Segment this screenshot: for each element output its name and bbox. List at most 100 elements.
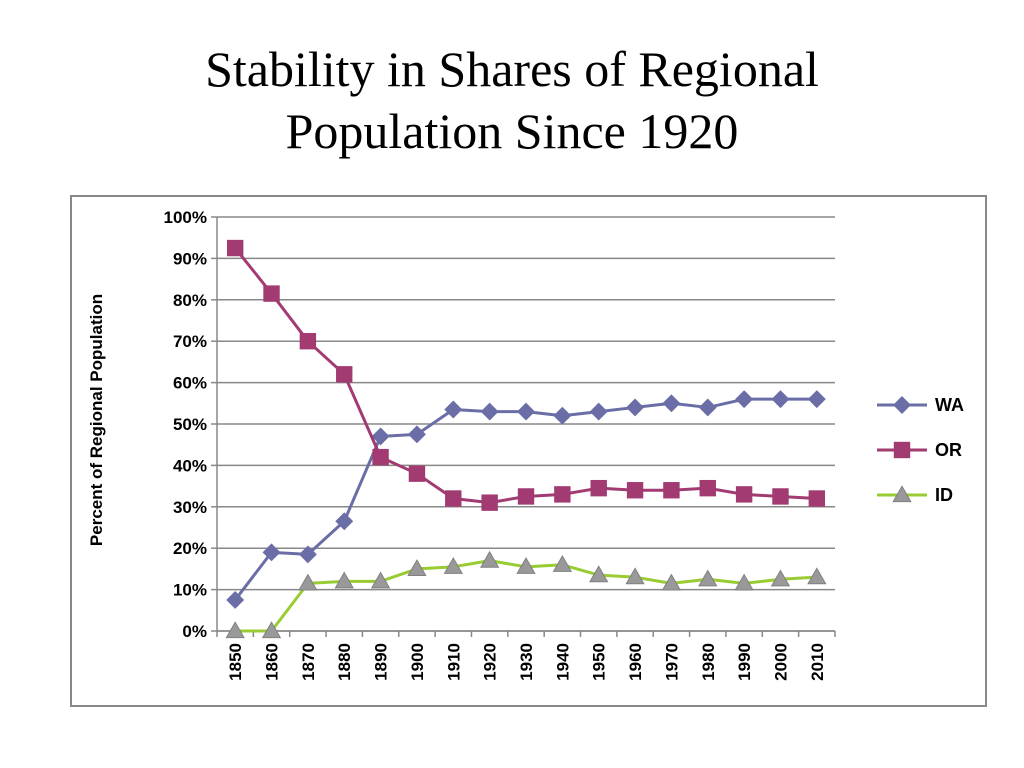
y-tick-label: 40%: [173, 456, 207, 475]
data-point-id: [770, 569, 791, 587]
x-tick-label: 1940: [553, 643, 572, 681]
legend-item-wa: WA: [877, 395, 964, 415]
data-point-or: [336, 366, 353, 383]
series-wa: [226, 390, 826, 609]
data-point-id: [807, 567, 827, 585]
data-point-wa: [771, 390, 790, 409]
data-point-wa: [371, 427, 390, 446]
data-point-id: [370, 571, 391, 589]
y-tick-label: 90%: [173, 249, 207, 268]
legend-label-id: ID: [935, 485, 953, 505]
data-point-wa: [807, 390, 826, 409]
data-point-or: [808, 490, 826, 507]
slide-title-line-1: Stability in Shares of Regional: [205, 41, 819, 97]
data-point-or: [445, 490, 462, 507]
data-point-wa: [626, 398, 645, 417]
data-point-wa: [262, 543, 281, 562]
series-line-or: [234, 247, 817, 505]
data-point-id: [516, 557, 536, 574]
y-tick-label: 10%: [173, 581, 207, 600]
x-tick-label: 1930: [517, 643, 536, 681]
data-point-id: [298, 573, 318, 591]
data-point-id: [443, 557, 463, 574]
slide-title-line-2: Population Since 1920: [285, 103, 739, 159]
legend-label-wa: WA: [935, 395, 964, 415]
x-tick-label: 1900: [408, 643, 427, 681]
y-tick-label: 20%: [173, 539, 207, 558]
data-point-wa: [444, 400, 463, 419]
legend-item-id: ID: [877, 485, 953, 505]
y-tick-label: 0%: [182, 622, 207, 641]
y-tick-label: 80%: [173, 291, 207, 310]
legend-item-or: OR: [877, 440, 962, 460]
data-point-or: [263, 285, 280, 302]
data-point-id: [625, 567, 645, 585]
data-point-id: [225, 621, 245, 639]
data-point-id: [334, 571, 354, 589]
x-tick-label: 1960: [626, 643, 645, 681]
x-tick-label: 1880: [335, 643, 354, 681]
y-tick-label: 30%: [173, 498, 207, 517]
x-tick-label: 1920: [481, 643, 500, 681]
y-tick-label: 70%: [173, 332, 207, 351]
legend-marker-id: [892, 485, 912, 503]
slide-title: Stability in Shares of Regional Populati…: [0, 38, 1024, 162]
x-tick-label: 1870: [299, 643, 318, 681]
data-point-wa: [698, 398, 717, 417]
gridlines: [217, 216, 835, 632]
data-point-wa: [662, 394, 681, 413]
y-tick-label: 100%: [164, 208, 207, 227]
x-tick-label: 1950: [590, 643, 609, 681]
x-tick-label: 1850: [226, 643, 245, 681]
data-point-wa: [298, 545, 317, 564]
data-point-id: [589, 565, 609, 583]
y-tick-label: 50%: [173, 415, 207, 434]
data-point-or: [699, 479, 716, 497]
series-id: [225, 550, 827, 639]
legend-marker-wa: [893, 396, 911, 414]
data-point-id: [698, 569, 718, 587]
data-point-id: [734, 573, 754, 591]
x-tick-label: 2010: [808, 643, 827, 681]
y-axis-label: Percent of Regional Population: [87, 294, 106, 546]
data-point-wa: [553, 406, 572, 425]
data-point-or: [735, 486, 753, 503]
data-point-or: [481, 494, 498, 511]
data-point-or: [299, 333, 317, 350]
data-point-id: [407, 559, 427, 576]
data-point-wa: [735, 390, 754, 409]
data-point-or: [626, 482, 644, 499]
x-tick-label: 1970: [662, 643, 681, 681]
data-point-or: [554, 486, 571, 503]
line-chart: 0% 10% 20% 30% 40% 50% 60% 70% 80% 90% 100% 1850 18…: [87, 208, 964, 681]
data-point-wa: [589, 402, 608, 421]
data-point-id: [661, 573, 682, 591]
x-tick-label: 1980: [699, 643, 718, 681]
y-tick-label: 60%: [173, 374, 207, 393]
data-point-or: [408, 465, 426, 482]
y-tick-labels: 0% 10% 20% 30% 40% 50% 60% 70% 80% 90% 100%: [164, 208, 207, 641]
data-point-wa: [335, 512, 354, 531]
data-point-or: [663, 482, 680, 499]
data-point-id: [479, 550, 500, 568]
x-tick-label: 1890: [372, 643, 391, 681]
legend: WA OR ID: [877, 395, 964, 505]
x-tick-label: 1990: [735, 643, 754, 681]
data-point-or: [590, 479, 607, 497]
x-tick-label: 2000: [771, 643, 790, 681]
data-point-or: [226, 239, 244, 257]
data-point-wa: [480, 402, 499, 421]
data-point-id: [261, 621, 282, 639]
series: [225, 239, 827, 639]
data-point-wa: [517, 402, 535, 421]
x-tick-labels: 1850 1860 1870 1880 1890 1900 1910 1920 1930 1940…: [226, 643, 827, 681]
axes: [211, 216, 836, 637]
data-point-or: [372, 448, 389, 466]
chart-frame: 0% 10% 20% 30% 40% 50% 60% 70% 80% 90% 100% 1850 18…: [70, 195, 987, 707]
legend-label-or: OR: [935, 440, 962, 460]
data-point-or: [772, 488, 789, 505]
data-point-id: [552, 554, 573, 572]
data-point-wa: [407, 425, 426, 444]
legend-marker-or: [893, 441, 911, 459]
x-tick-label: 1860: [263, 643, 282, 681]
